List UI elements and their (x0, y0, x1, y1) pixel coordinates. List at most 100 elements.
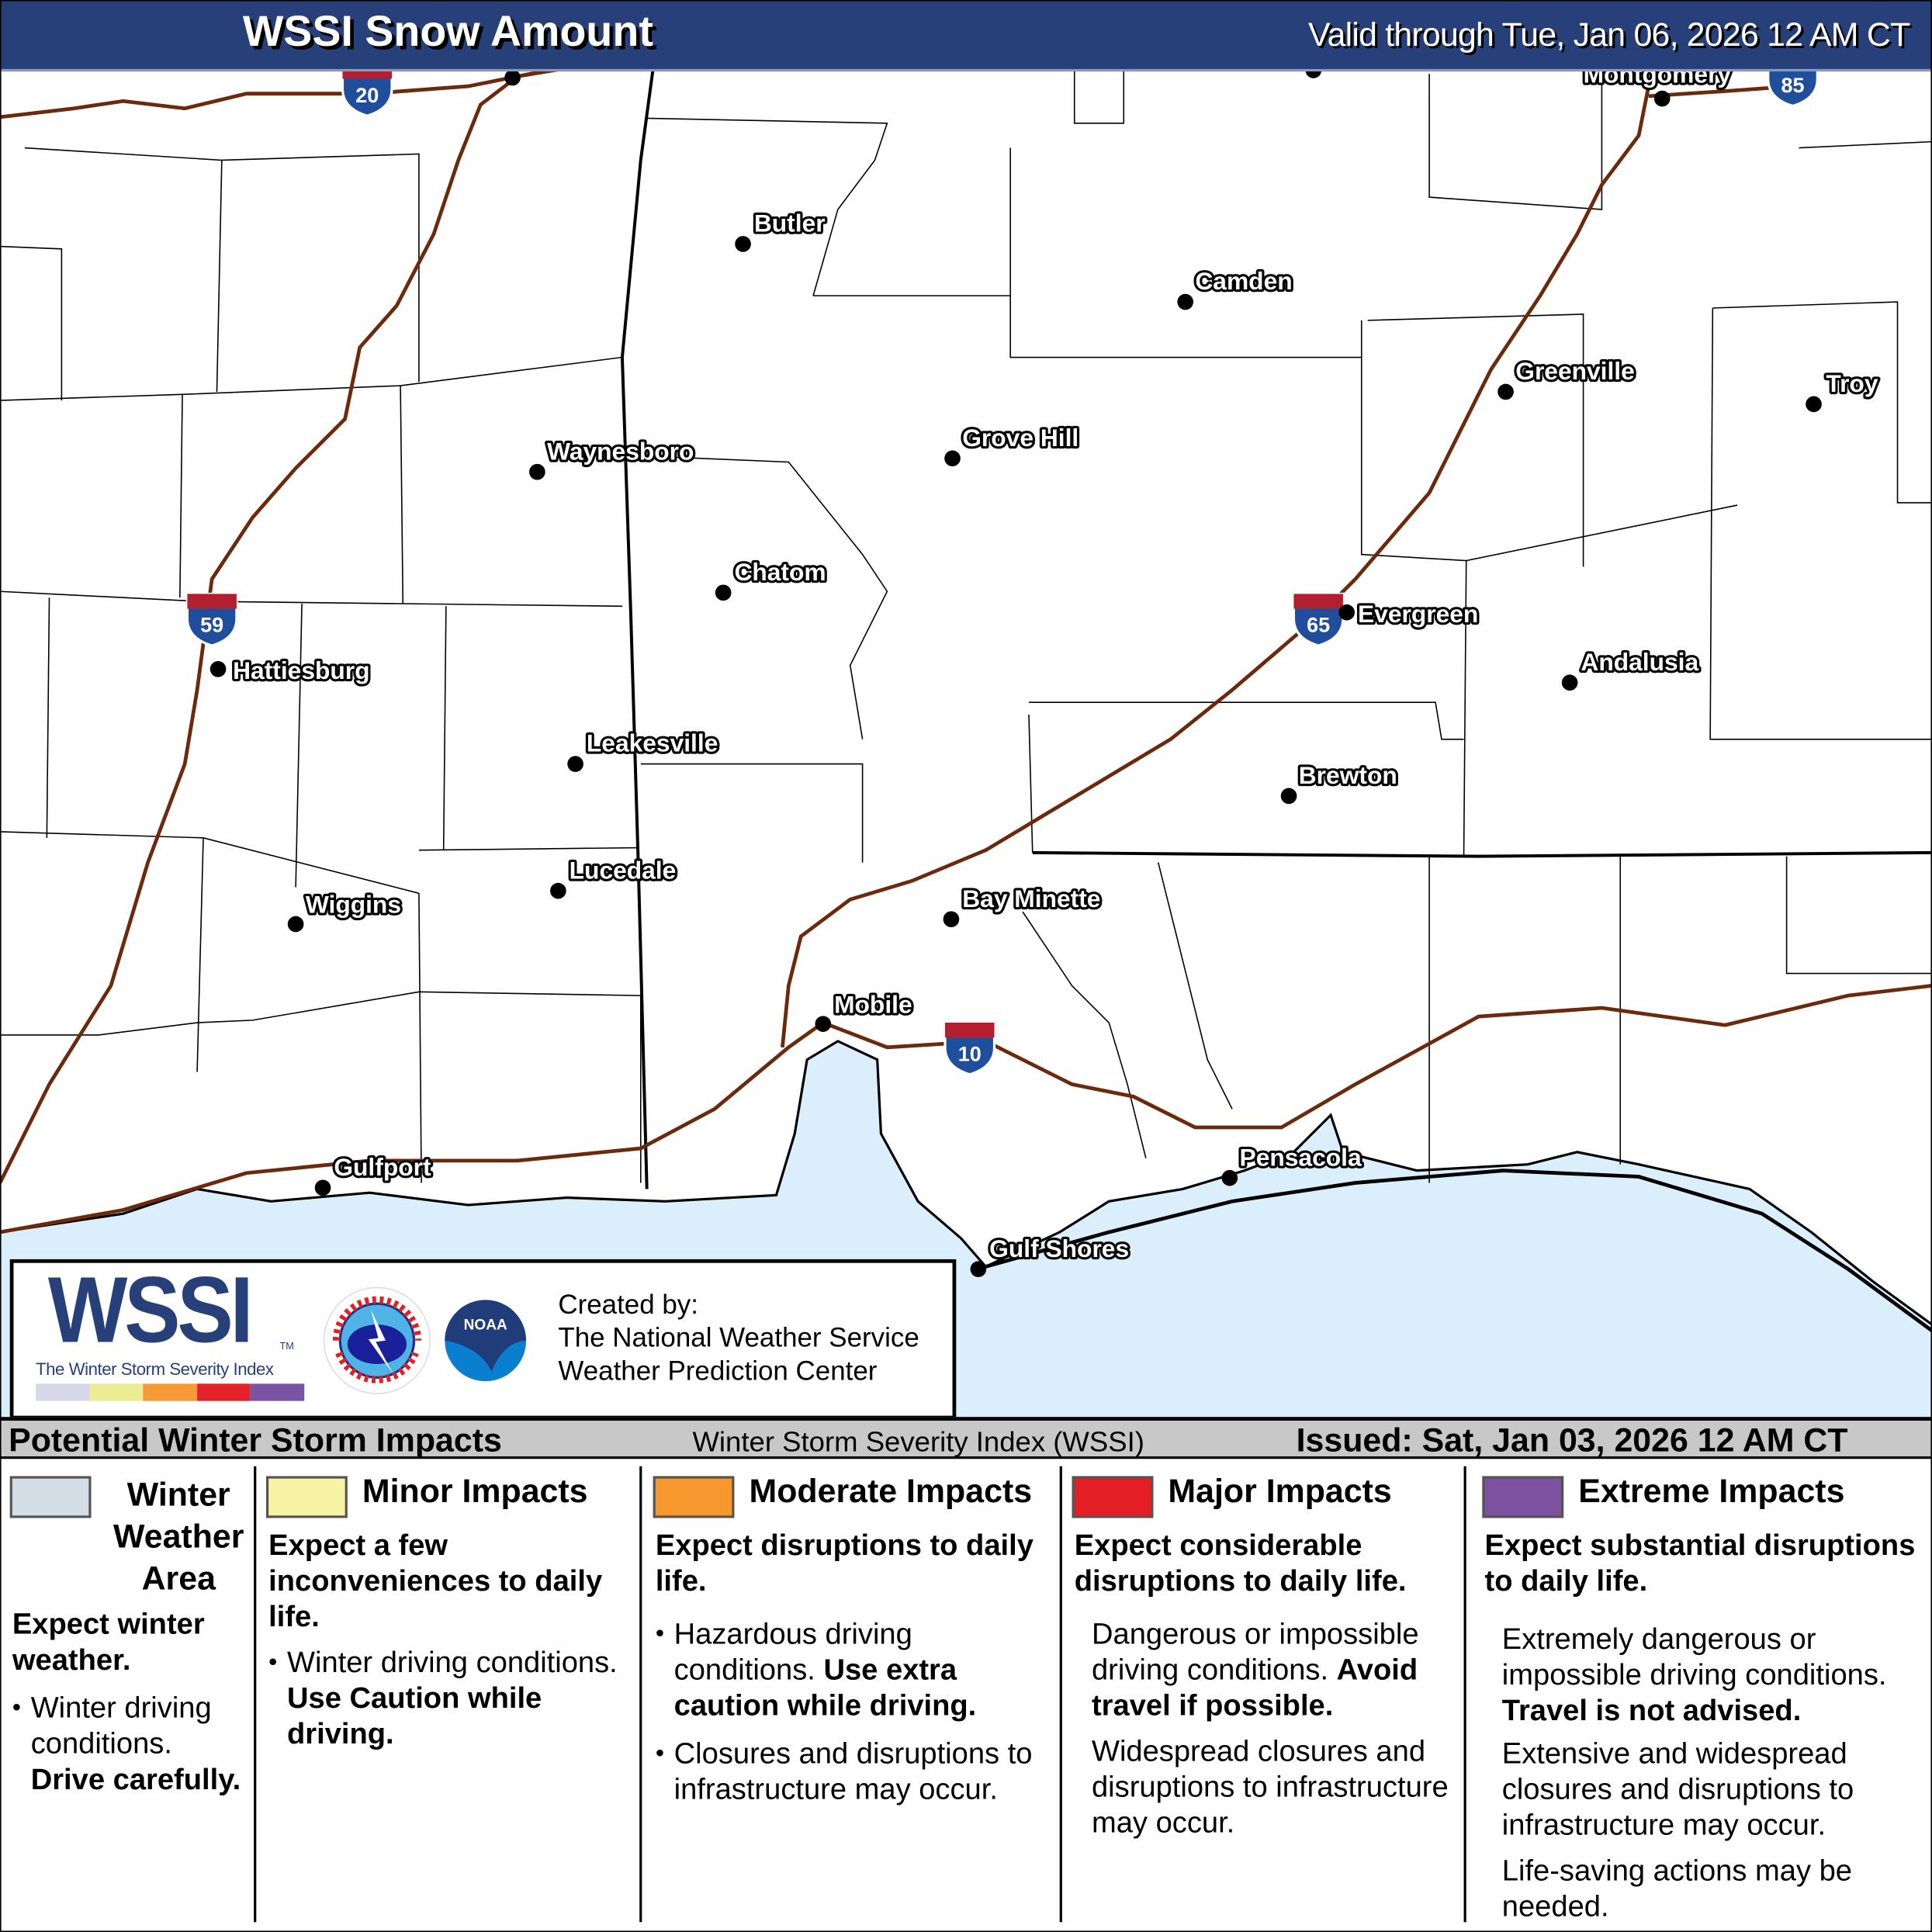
city-dot-icon (314, 1179, 331, 1196)
nws-logo-icon (323, 1286, 431, 1394)
state-border-al-fl (1032, 850, 1932, 858)
bar-swatch (196, 1383, 251, 1401)
city-label: Gulf Shores (989, 1234, 1129, 1262)
city-dot-icon (1221, 1169, 1238, 1186)
legend-lead: Expect disruptions to daily life. (655, 1529, 1034, 1598)
city-label: Leakesville (587, 729, 718, 757)
city-label: Evergreen (1358, 600, 1478, 628)
county-line (1799, 140, 1932, 149)
interstate-road (0, 68, 573, 1184)
county-line (1428, 74, 1603, 210)
trademark: TM (279, 1340, 294, 1352)
interstate-shield-icon (1767, 68, 1819, 108)
legend-title-major: Major Impacts (1168, 1472, 1392, 1510)
county-line (640, 455, 888, 739)
county-line (0, 831, 420, 895)
legend-paragraph: Life-saving actions may be needed. (1501, 1854, 1853, 1923)
legend-bar: Potential Winter Storm Impacts Winter St… (0, 1417, 1932, 1459)
created-by-label: Created by: (558, 1289, 698, 1320)
county-line (1028, 715, 1034, 853)
divider (1059, 1466, 1062, 1923)
logo-box: WSSI TM The Winter Storm Severity Index … (9, 1258, 957, 1420)
legend-title-winter-weather: Winter Weather Area (113, 1476, 244, 1598)
city-dot-icon (735, 236, 751, 252)
city-label: Pensacola (1240, 1143, 1362, 1171)
city-label: Brewton (1299, 761, 1397, 789)
city-label: Waynesboro (547, 437, 694, 465)
county-line (196, 837, 204, 1072)
legend-title-minor: Minor Impacts (362, 1472, 588, 1510)
divider (639, 1466, 642, 1923)
legend-bullet: Hazardous driving conditions. Use extra … (656, 1616, 1050, 1723)
city-dot-icon (209, 660, 227, 677)
barrier-island-coast (985, 1169, 1932, 1332)
city-dot-icon (943, 911, 960, 927)
interstate-shield-icon (341, 68, 393, 117)
interstate-number: 85 (1781, 74, 1805, 97)
valid-time: Valid through Tue, Jan 06, 2026 12 AM CT (1307, 16, 1910, 54)
legend-lead: Expect a few inconveniences to daily lif… (268, 1529, 603, 1634)
county-line (221, 153, 420, 383)
swatch-winter-weather (9, 1476, 92, 1518)
coastline (0, 1040, 1932, 1326)
legend-paragraph: Extensive and widespread closures and di… (1501, 1737, 1854, 1843)
divider (1463, 1466, 1466, 1923)
city-dot-icon (970, 1261, 987, 1277)
city-label: Butler (754, 209, 826, 237)
legend-title-moderate: Moderate Impacts (749, 1472, 1033, 1510)
interstate-road (781, 85, 1651, 1048)
county-line (442, 606, 447, 850)
city-dot-icon (715, 584, 732, 601)
interstate-number: 65 (1307, 614, 1330, 637)
city-label: Mobile (834, 990, 912, 1018)
county-line (1785, 856, 1932, 975)
county-line (646, 117, 888, 296)
county-line (1712, 301, 1932, 504)
city-dot-icon (944, 450, 961, 467)
svg-text:NOAA: NOAA (464, 1317, 507, 1333)
county-line (418, 847, 639, 851)
city-label: Troy (1826, 369, 1878, 397)
swatch-major (1072, 1476, 1154, 1518)
legend-title: Potential Winter Storm Impacts (9, 1421, 502, 1459)
city-label: Camden (1195, 267, 1292, 295)
city-dot-icon (1338, 604, 1356, 621)
wssi-logo: WSSI (47, 1258, 254, 1363)
interstate-shield-top (1293, 594, 1343, 609)
county-line (1709, 307, 1932, 740)
county-line (0, 991, 641, 1036)
created-by-wpc: Weather Prediction Center (558, 1355, 878, 1387)
wssi-subtitle: The Winter Storm Severity Index (36, 1359, 274, 1379)
legend-bullet: Winter driving conditions. Drive careful… (12, 1691, 254, 1798)
city-label: Hattiesburg (233, 656, 369, 684)
legend-lead: Expect considerable disruptions to daily… (1074, 1529, 1407, 1598)
city-label: Greenville (1515, 357, 1635, 385)
legend-subtitle: Winter Storm Severity Index (WSSI) (692, 1425, 1144, 1458)
legend-paragraph: Widespread closures and disruptions to i… (1091, 1734, 1449, 1840)
county-line (1367, 313, 1584, 567)
county-line (1009, 147, 1362, 358)
bar-swatch (36, 1383, 90, 1401)
state-border-ms-al (620, 68, 655, 1189)
interstate-number: 20 (355, 84, 379, 107)
city-dot-icon (815, 1016, 832, 1032)
city-dot-icon (504, 69, 521, 86)
severity-color-bar (36, 1383, 305, 1401)
county-line (1360, 320, 1738, 562)
legend-major: Major Impacts Expect considerable disrup… (1072, 1459, 1462, 1922)
county-line (418, 893, 422, 1183)
legend-paragraph: Dangerous or impossible driving conditio… (1091, 1618, 1419, 1723)
county-line (1028, 701, 1464, 740)
impact-legend: Winter Weather Area Expect winter weathe… (0, 1459, 1932, 1932)
county-line (400, 386, 404, 604)
city-dot-icon (287, 916, 304, 933)
legend-lead: Expect substantial disruptions to daily … (1484, 1529, 1916, 1598)
city-dot-icon (1653, 90, 1671, 107)
issued-time: Issued: Sat, Jan 03, 2026 12 AM CT (1296, 1421, 1848, 1459)
city-dot-icon (1497, 383, 1514, 400)
map-title: WSSI Snow Amount (242, 7, 653, 56)
legend-minor: Minor Impacts Expect a few inconvenience… (266, 1459, 635, 1922)
legend-lead: Expect winter weather. (12, 1608, 205, 1678)
county-line (640, 763, 864, 863)
